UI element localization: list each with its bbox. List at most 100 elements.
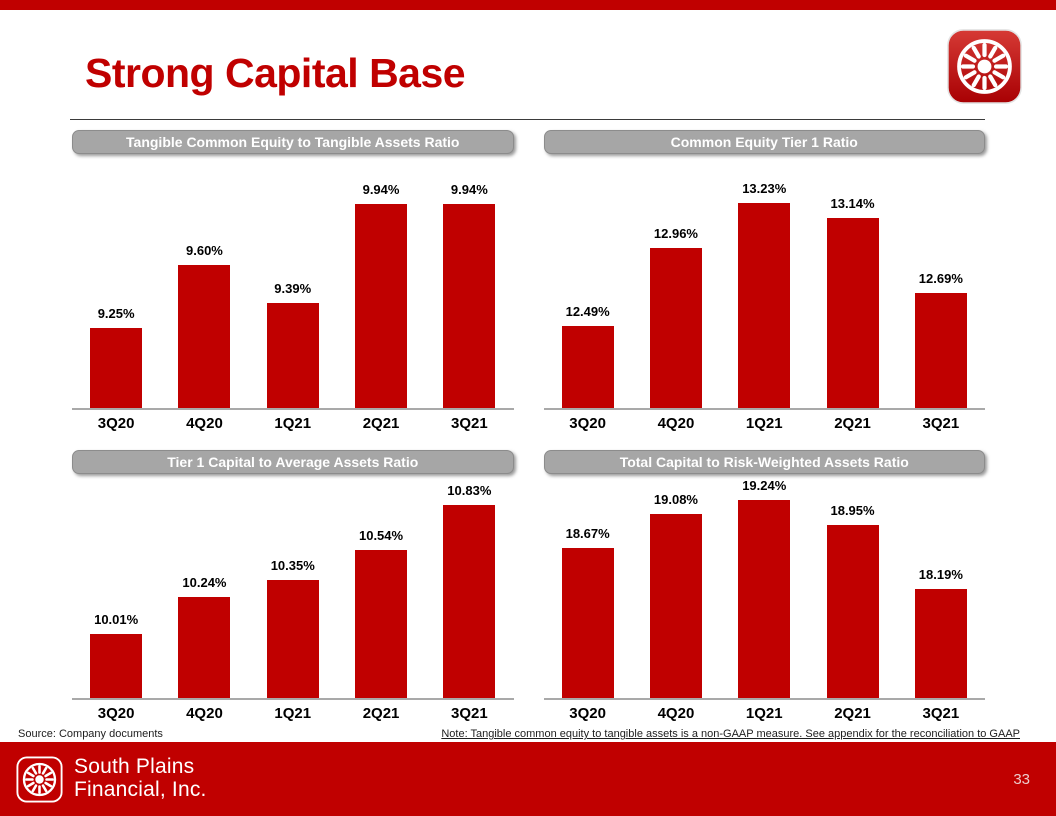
- bar-value-label: 10.24%: [182, 575, 227, 591]
- chart-panel-cet1-ratio: Common Equity Tier 1 Ratio 12.49% 12.96% 1…: [543, 130, 986, 432]
- bar-group: 12.69%: [897, 158, 985, 408]
- bar-group: 12.96%: [632, 158, 720, 408]
- chart-header: Tangible Common Equity to Tangible Asset…: [72, 130, 514, 154]
- plot-area: 18.67% 19.08% 19.24% 18.95% 18.19%: [544, 478, 986, 698]
- plot-area: 12.49% 12.96% 13.23% 13.14% 12.69%: [544, 158, 986, 408]
- title-divider: [70, 119, 985, 120]
- bar-value-label: 12.49%: [565, 304, 610, 320]
- chart-panel-total-capital: Total Capital to Risk-Weighted Assets Ra…: [543, 450, 986, 722]
- bar-group: 12.49%: [544, 158, 632, 408]
- x-axis-label: 1Q21: [745, 415, 783, 432]
- bar: [178, 265, 231, 408]
- bar-value-label: 9.94%: [450, 182, 488, 198]
- bar: [178, 597, 231, 698]
- bar-value-label: 18.19%: [918, 566, 963, 582]
- x-axis-label: 3Q20: [97, 705, 135, 722]
- bar-group: 10.01%: [72, 478, 160, 698]
- bar-group: 13.14%: [808, 158, 896, 408]
- bar: [266, 302, 319, 408]
- bar-group: 18.67%: [544, 478, 632, 698]
- chart-title: Total Capital to Risk-Weighted Assets Ra…: [619, 454, 909, 470]
- brand-name: South Plains Financial, Inc.: [74, 756, 207, 801]
- x-axis-label: 3Q20: [97, 415, 135, 432]
- x-axis-labels: 3Q20 4Q20 1Q21 2Q21 3Q21: [72, 410, 514, 432]
- chart-header: Tier 1 Capital to Average Assets Ratio: [72, 450, 514, 474]
- x-axis-label: 4Q20: [657, 705, 695, 722]
- chart-header: Common Equity Tier 1 Ratio: [543, 130, 985, 154]
- bar-value-label: 18.95%: [830, 502, 875, 518]
- bar: [561, 548, 614, 698]
- x-axis-labels: 3Q20 4Q20 1Q21 2Q21 3Q21: [72, 700, 514, 722]
- bar-group: 9.94%: [425, 158, 513, 408]
- bar-group: 10.24%: [160, 478, 248, 698]
- charts-grid: Tangible Common Equity to Tangible Asset…: [72, 130, 985, 722]
- brand-name-line2: Financial, Inc.: [74, 778, 207, 801]
- bar-value-label: 9.25%: [97, 305, 135, 321]
- bar: [826, 218, 879, 408]
- plot-area: 10.01% 10.24% 10.35% 10.54% 10.83%: [72, 478, 514, 698]
- x-axis-labels: 3Q20 4Q20 1Q21 2Q21 3Q21: [544, 700, 986, 722]
- bar-group: 19.24%: [720, 478, 808, 698]
- bar-value-label: 12.69%: [918, 271, 963, 286]
- gaap-note: Note: Tangible common equity to tangible…: [441, 728, 1020, 740]
- page-title: Strong Capital Base: [85, 50, 466, 96]
- footer-band: South Plains Financial, Inc. 33: [0, 742, 1056, 816]
- bar-value-label: 19.08%: [653, 491, 698, 507]
- brand-name-line1: South Plains: [74, 755, 195, 779]
- bar: [914, 588, 967, 698]
- chart-title: Common Equity Tier 1 Ratio: [670, 134, 858, 150]
- x-axis-label: 4Q20: [186, 415, 223, 432]
- x-axis-label: 4Q20: [657, 415, 695, 432]
- x-axis-label: 3Q20: [569, 705, 606, 722]
- bar-value-label: 10.54%: [358, 528, 404, 544]
- x-axis-line: [543, 408, 985, 410]
- bar: [90, 633, 143, 698]
- x-axis-label: 1Q21: [274, 705, 312, 722]
- x-axis-label: 3Q21: [450, 705, 488, 722]
- bar: [649, 513, 702, 698]
- bar-value-label: 12.96%: [653, 226, 698, 241]
- x-axis-label: 3Q21: [922, 415, 960, 432]
- x-axis-line: [543, 698, 985, 700]
- x-axis-label: 2Q21: [834, 705, 871, 722]
- bar-value-label: 18.67%: [565, 526, 610, 542]
- x-axis-label: 3Q20: [569, 415, 606, 432]
- bar: [738, 500, 791, 698]
- bar-group: 9.25%: [72, 158, 160, 408]
- bar-group: 10.35%: [249, 478, 337, 698]
- bar-value-label: 9.39%: [274, 280, 312, 296]
- page-number: 33: [1013, 770, 1030, 788]
- bar-value-label: 13.23%: [742, 181, 787, 196]
- bar: [443, 204, 496, 408]
- x-axis-line: [72, 408, 514, 410]
- chart-title: Tier 1 Capital to Average Assets Ratio: [167, 454, 419, 470]
- x-axis-label: 4Q20: [186, 705, 223, 722]
- bar-value-label: 10.01%: [94, 611, 139, 627]
- bar: [914, 293, 967, 408]
- bar: [738, 203, 791, 408]
- x-axis-label: 2Q21: [362, 705, 400, 722]
- bar: [561, 326, 614, 408]
- bar: [355, 204, 408, 408]
- bar-group: 13.23%: [720, 158, 808, 408]
- brand-logo-icon: [16, 755, 63, 803]
- bar: [266, 580, 319, 698]
- x-axis-label: 3Q21: [922, 705, 960, 722]
- x-axis-line: [72, 698, 514, 700]
- top-accent-strip: [0, 0, 1056, 10]
- bar-value-label: 10.83%: [447, 482, 492, 498]
- company-logo-icon: [947, 29, 1022, 104]
- bar-group: 9.39%: [249, 158, 337, 408]
- bar: [649, 248, 702, 408]
- bar-group: 9.60%: [160, 158, 248, 408]
- bar: [90, 327, 143, 408]
- bar-value-label: 19.24%: [742, 478, 787, 493]
- bar-group: 18.95%: [808, 478, 896, 698]
- bar-group: 10.83%: [425, 478, 513, 698]
- chart-panel-tier1-leverage: Tier 1 Capital to Average Assets Ratio 1…: [72, 450, 514, 722]
- bar: [826, 524, 879, 698]
- bar: [443, 504, 496, 698]
- x-axis-labels: 3Q20 4Q20 1Q21 2Q21 3Q21: [544, 410, 986, 432]
- bar: [355, 550, 408, 698]
- x-axis-label: 1Q21: [274, 415, 312, 432]
